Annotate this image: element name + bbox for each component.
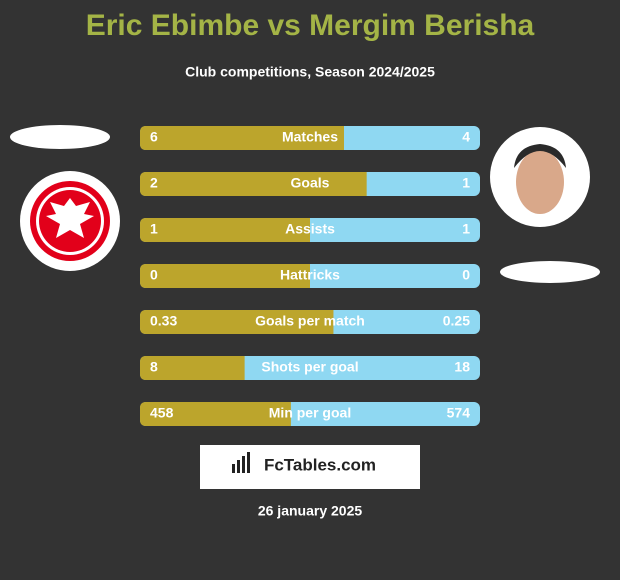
value-right: 1 <box>462 175 470 191</box>
bar-left <box>140 172 367 196</box>
category-label: Min per goal <box>269 405 351 421</box>
category-label: Shots per goal <box>261 359 358 375</box>
placeholder-ellipse <box>500 261 600 283</box>
bar-left <box>140 310 334 334</box>
category-label: Hattricks <box>280 267 340 283</box>
value-left: 0.33 <box>150 313 177 329</box>
category-label: Assists <box>285 221 335 237</box>
category-label: Matches <box>282 129 338 145</box>
bar-left <box>140 356 245 380</box>
chart-title: Eric Ebimbe vs Mergim Berisha <box>86 9 535 42</box>
value-left: 6 <box>150 129 158 145</box>
value-right: 574 <box>447 405 471 421</box>
bar-left <box>140 264 310 288</box>
category-label: Goals per match <box>255 313 365 329</box>
value-right: 0.25 <box>443 313 470 329</box>
bar-left <box>140 218 310 242</box>
value-left: 2 <box>150 175 158 191</box>
value-left: 8 <box>150 359 158 375</box>
date: 26 january 2025 <box>258 503 363 519</box>
value-left: 1 <box>150 221 158 237</box>
value-left: 0 <box>150 267 158 283</box>
brand: FcTables.com <box>264 455 376 474</box>
chart-subtitle: Club competitions, Season 2024/2025 <box>185 64 435 80</box>
bar-left <box>140 402 291 426</box>
category-label: Goals <box>291 175 330 191</box>
value-left: 458 <box>150 405 174 421</box>
player-photo <box>490 127 590 227</box>
value-right: 4 <box>462 129 470 145</box>
brand-icon <box>232 452 250 473</box>
value-right: 18 <box>454 359 470 375</box>
bar-left <box>140 126 344 150</box>
placeholder-ellipse <box>10 125 110 149</box>
value-right: 1 <box>462 221 470 237</box>
brand-box <box>200 445 420 489</box>
club-logo <box>20 171 120 271</box>
value-right: 0 <box>462 267 470 283</box>
